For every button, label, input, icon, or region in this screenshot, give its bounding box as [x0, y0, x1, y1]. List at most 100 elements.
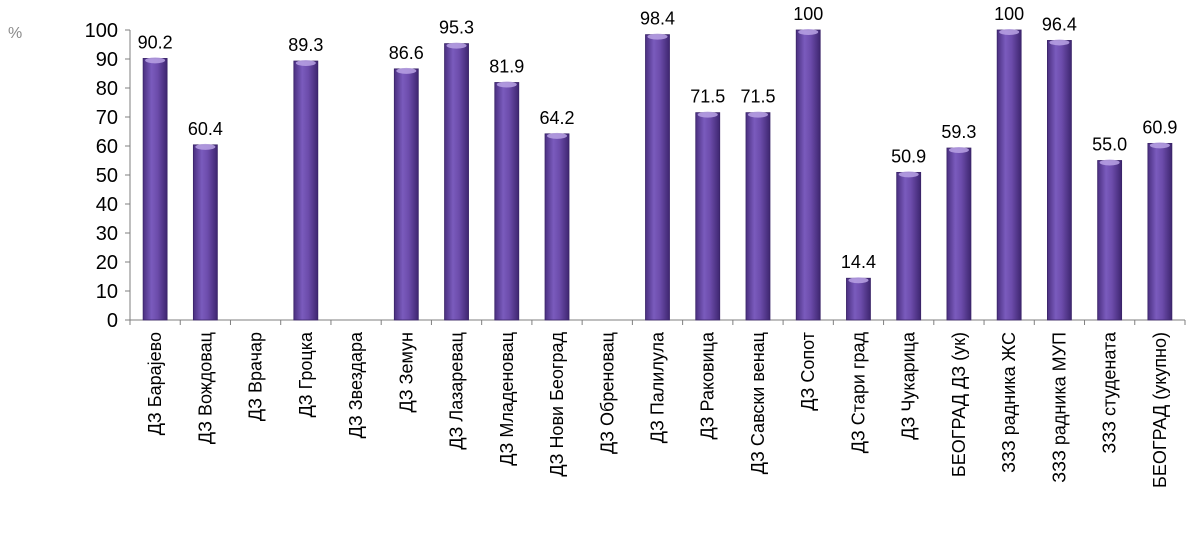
- data-label: 14.4: [841, 252, 876, 272]
- bar: [846, 277, 871, 321]
- bar-top-highlight: [547, 132, 568, 139]
- x-category-label: ДЗ Вождовац: [195, 332, 215, 444]
- y-axis-unit-label: %: [8, 25, 22, 42]
- bar-body: [896, 171, 922, 321]
- bar-top-highlight: [1149, 142, 1170, 149]
- bar-top-highlight: [747, 111, 768, 118]
- data-label: 81.9: [489, 56, 524, 76]
- bar-top-highlight: [1099, 159, 1120, 166]
- bar-body: [544, 133, 570, 321]
- bar-body: [444, 43, 469, 321]
- bar-top-highlight: [697, 111, 718, 118]
- x-category-label: ДЗ Земун: [396, 332, 416, 412]
- x-category-label: ДЗ Сопот: [798, 332, 818, 411]
- data-label: 100: [994, 4, 1024, 24]
- data-label: 60.9: [1142, 117, 1177, 137]
- data-label: 55.0: [1092, 135, 1127, 155]
- data-label: 71.5: [740, 87, 775, 107]
- data-label: 89.3: [288, 35, 323, 55]
- bar-body: [142, 58, 168, 321]
- data-label: 95.3: [439, 18, 474, 38]
- bar: [645, 33, 670, 321]
- y-tick-label: 60: [96, 136, 118, 158]
- bar: [1147, 142, 1173, 321]
- x-category-label: ЗЗЗ радника ЖС: [999, 332, 1019, 473]
- bar: [444, 42, 469, 321]
- y-tick-label: 20: [96, 252, 118, 274]
- x-category-label: ДЗ Стари град: [848, 332, 868, 454]
- bar-top-highlight: [898, 171, 919, 178]
- x-category-label: ДЗ Чукарица: [899, 331, 919, 440]
- bar-top-highlight: [848, 277, 869, 284]
- y-tick-label: 10: [96, 281, 118, 303]
- bar: [695, 111, 721, 321]
- data-label: 59.3: [941, 122, 976, 142]
- y-tick-label: 80: [96, 78, 118, 100]
- data-label: 90.2: [138, 32, 173, 52]
- y-tick-label: 30: [96, 223, 118, 245]
- data-label: 71.5: [690, 87, 725, 107]
- bar: [996, 29, 1022, 321]
- y-tick-label: 40: [96, 194, 118, 216]
- y-tick-label: 0: [107, 310, 118, 332]
- bar-top-highlight: [145, 57, 166, 64]
- bar-top-highlight: [496, 81, 517, 88]
- x-category-label: ДЗ Звездара: [346, 331, 366, 438]
- data-label: 50.9: [891, 146, 926, 166]
- bar: [393, 67, 419, 321]
- x-category-label: ДЗ Младеновац: [497, 332, 517, 466]
- bar: [896, 171, 922, 321]
- bar: [1097, 159, 1123, 321]
- bar: [946, 147, 972, 321]
- x-category-label: ДЗ Лазаревац: [447, 332, 467, 450]
- bar: [192, 143, 218, 321]
- bar: [494, 81, 520, 321]
- bar-body: [1097, 160, 1123, 321]
- bar-body: [192, 144, 218, 321]
- bar-body: [1047, 40, 1072, 321]
- bar-body: [996, 29, 1022, 321]
- bar-top-highlight: [1049, 39, 1070, 46]
- bars: [142, 29, 1173, 321]
- bar: [544, 132, 570, 321]
- bar-body: [745, 112, 771, 321]
- x-category-label: БЕОГРАД (укупно): [1150, 332, 1170, 488]
- bar: [142, 57, 168, 321]
- bar: [795, 29, 821, 321]
- bar-body: [946, 147, 972, 321]
- bar: [1047, 39, 1072, 321]
- x-axis: [129, 319, 1186, 325]
- bar-top-highlight: [446, 42, 467, 49]
- bar-body: [293, 60, 319, 321]
- x-category-label: БЕОГРАД ДЗ (ук): [949, 332, 969, 477]
- y-tick-label: 100: [85, 20, 118, 42]
- data-label: 98.4: [640, 9, 675, 29]
- data-label: 60.4: [188, 119, 223, 139]
- x-category-label: ДЗ Раковица: [698, 331, 718, 439]
- bar-top-highlight: [396, 67, 417, 74]
- y-tick-label: 70: [96, 107, 118, 129]
- bar-body: [1147, 142, 1173, 321]
- bar-top-highlight: [798, 29, 819, 35]
- bar-body: [846, 277, 871, 321]
- bar-body: [494, 82, 520, 321]
- bar-body: [795, 29, 821, 321]
- bar-top-highlight: [647, 33, 668, 40]
- data-label: 100: [793, 4, 823, 24]
- x-category-label: ЗЗЗ радника МУП: [1049, 332, 1069, 483]
- bar-top-highlight: [999, 29, 1020, 35]
- bar-body: [393, 68, 419, 321]
- data-label: 96.4: [1042, 14, 1077, 34]
- bar: [293, 60, 319, 321]
- y-tick-label: 50: [96, 165, 118, 187]
- x-category-label: ДЗ Барајево: [145, 332, 165, 435]
- category-labels: ДЗ Барајево ДЗ Вождовац ДЗ Врачар ДЗ Гроцка…: [145, 331, 1170, 488]
- x-category-label: ДЗ Палилула: [648, 331, 668, 443]
- data-label: 86.6: [389, 43, 424, 63]
- x-category-label: ДЗ Савски венац: [748, 332, 768, 474]
- y-axis: 0 10 20 30 40 50 60 70 80 90 100: [85, 20, 131, 332]
- bar-body: [695, 112, 721, 321]
- x-category-label: ДЗ Нови Београд: [547, 332, 567, 477]
- bar-top-highlight: [295, 60, 316, 67]
